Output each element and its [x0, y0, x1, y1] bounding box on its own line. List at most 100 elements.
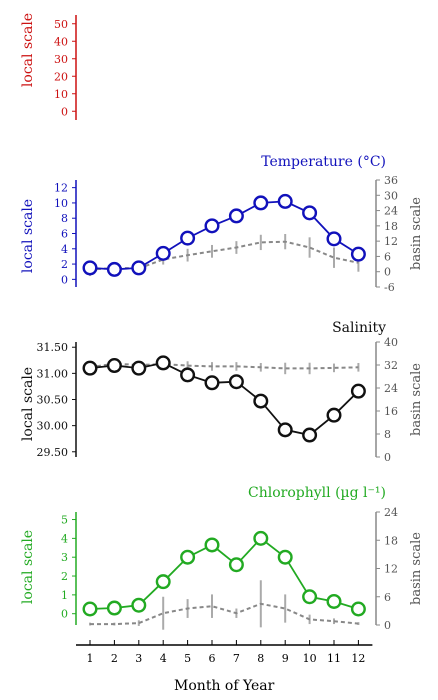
- local-series-point: [131, 260, 147, 276]
- local-series-point: [302, 205, 318, 221]
- panel-title: Salinity: [332, 320, 386, 336]
- x-tick-label: 4: [160, 652, 167, 665]
- right-tick-label: -6: [384, 281, 395, 294]
- local-series-point: [228, 208, 244, 224]
- panel-top: 0 10 20 30 40 50 local scale: [20, 13, 77, 120]
- left-tick-label: 12: [54, 182, 68, 195]
- x-tick-label: 3: [135, 652, 142, 665]
- local-series-point: [106, 600, 122, 616]
- x-tick-label: 9: [282, 652, 289, 665]
- local-series-point: [253, 195, 269, 211]
- x-tick-label: 1: [87, 652, 94, 665]
- basin-series-line: [90, 602, 359, 626]
- local-series-point: [204, 537, 220, 553]
- left-tick-label: 30: [54, 53, 68, 66]
- left-axis-label: local scale: [20, 199, 36, 273]
- local-series-point: [131, 360, 147, 376]
- local-series-line: [89, 200, 359, 271]
- left-tick-label: 0: [61, 608, 68, 621]
- right-tick-label: 24: [384, 382, 398, 395]
- x-tick-label: 2: [111, 652, 118, 665]
- local-series-point: [253, 393, 269, 409]
- left-tick-label: 4: [61, 243, 68, 256]
- local-series-point: [131, 597, 147, 613]
- local-series-point: [155, 574, 171, 590]
- local-series-point: [326, 407, 342, 423]
- left-axis-label: local scale: [20, 13, 36, 87]
- x-tick-label: 8: [257, 652, 264, 665]
- local-series-point: [180, 367, 196, 383]
- left-axis-label: local scale: [20, 530, 36, 604]
- local-series-point: [204, 375, 220, 391]
- right-tick-label: 0: [384, 451, 391, 464]
- right-tick-label: 6: [384, 250, 391, 263]
- left-tick-label: 2: [61, 570, 68, 583]
- left-tick-label: 40: [54, 35, 68, 48]
- left-tick-label: 10: [54, 197, 68, 210]
- left-tick-label: 4: [61, 532, 68, 545]
- left-tick-label: 31.00: [37, 367, 69, 380]
- x-tick-label: 7: [233, 652, 240, 665]
- right-tick-label: 0: [384, 266, 391, 279]
- left-tick-label: 20: [54, 70, 68, 83]
- x-tick-label: 6: [209, 652, 216, 665]
- local-series-point: [106, 358, 122, 374]
- left-tick-label: 50: [54, 18, 68, 31]
- local-series-point: [155, 245, 171, 261]
- left-tick-label: 2: [61, 258, 68, 271]
- right-tick-label: 0: [384, 619, 391, 632]
- right-tick-label: 24: [384, 205, 398, 218]
- left-tick-label: 0: [61, 105, 68, 118]
- local-series-point: [180, 230, 196, 246]
- local-series-point: [350, 601, 366, 617]
- x-tick-label: 5: [184, 652, 191, 665]
- local-series-point: [106, 261, 122, 277]
- left-tick-label: 31.50: [37, 341, 69, 354]
- right-tick-label: 40: [384, 336, 398, 349]
- panel-title: Chlorophyll (µg l⁻¹): [248, 485, 386, 501]
- right-tick-label: 12: [384, 563, 398, 576]
- right-tick-label: 12: [384, 235, 398, 248]
- x-tick-label: 11: [327, 652, 341, 665]
- local-series-point: [326, 593, 342, 609]
- local-series-point: [82, 601, 98, 617]
- local-series-point: [302, 427, 318, 443]
- local-series-point: [277, 549, 293, 565]
- local-series-point: [302, 589, 318, 605]
- basin-series-line: [89, 240, 359, 271]
- left-tick-label: 29.50: [37, 446, 69, 459]
- local-series-point: [155, 355, 171, 371]
- local-series-point: [82, 360, 98, 376]
- local-series-line: [89, 537, 359, 610]
- local-series-point: [82, 260, 98, 276]
- left-tick-label: 30.50: [37, 394, 69, 407]
- right-tick-label: 8: [384, 428, 391, 441]
- local-series-point: [277, 422, 293, 438]
- right-axis-label: basin scale: [409, 197, 424, 270]
- right-tick-label: 16: [384, 405, 398, 418]
- right-tick-label: 18: [384, 534, 398, 547]
- local-series-point: [180, 549, 196, 565]
- local-series-point: [204, 218, 220, 234]
- panel-title: Temperature (°C): [261, 154, 386, 170]
- right-tick-label: 32: [384, 359, 398, 372]
- left-tick-label: 5: [61, 514, 68, 527]
- left-tick-label: 3: [61, 551, 68, 564]
- x-tick-label: 10: [303, 652, 317, 665]
- right-tick-label: 18: [384, 220, 398, 233]
- local-series-point: [350, 383, 366, 399]
- right-tick-label: 36: [384, 174, 398, 187]
- right-tick-label: 30: [384, 189, 398, 202]
- left-tick-label: 6: [61, 228, 68, 241]
- left-tick-label: 30.00: [37, 420, 69, 433]
- right-tick-label: 6: [384, 591, 391, 604]
- local-series-point: [253, 530, 269, 546]
- x-axis-label: Month of Year: [174, 678, 275, 694]
- right-tick-label: 24: [384, 506, 398, 519]
- local-series-point: [277, 193, 293, 209]
